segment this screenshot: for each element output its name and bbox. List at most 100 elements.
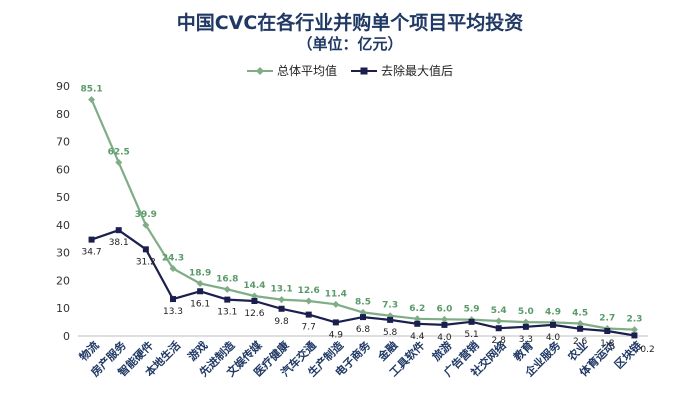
point-excluded <box>387 316 394 323</box>
data-label-excluded: 4.0 <box>437 333 452 343</box>
legend-swatch-excluded <box>351 67 377 74</box>
point-total <box>115 158 123 166</box>
data-label-excluded: 34.7 <box>82 248 102 258</box>
point-excluded <box>224 296 231 303</box>
point-excluded <box>414 320 421 327</box>
legend: 总体平均值 去除最大值后 <box>0 62 700 79</box>
data-label-total: 7.3 <box>382 301 398 311</box>
point-excluded <box>577 325 584 332</box>
legend-label-excluded: 去除最大值后 <box>381 64 454 78</box>
data-label-excluded: 4.0 <box>546 333 561 343</box>
data-label-total: 14.4 <box>243 281 265 291</box>
point-total <box>223 285 231 293</box>
data-label-total: 6.2 <box>409 304 425 314</box>
data-label-total: 18.9 <box>189 269 211 279</box>
data-label-excluded: 5.8 <box>383 328 398 338</box>
legend-swatch-total <box>246 66 273 75</box>
y-tick-label: 30 <box>56 247 70 260</box>
data-label-total: 2.3 <box>626 315 642 325</box>
point-excluded <box>251 298 258 304</box>
legend-item-excluded: 去除最大值后 <box>351 62 453 79</box>
point-excluded <box>604 328 611 334</box>
point-excluded <box>170 296 176 303</box>
y-tick-label: 40 <box>56 219 70 232</box>
data-label-total: 16.8 <box>216 274 238 284</box>
data-label-total: 2.7 <box>599 314 615 324</box>
point-total <box>413 315 421 323</box>
legend-item-total: 总体平均值 <box>246 62 337 79</box>
data-label-excluded: 2.6 <box>573 337 588 347</box>
data-label-total: 39.9 <box>135 210 157 220</box>
y-tick-label: 80 <box>56 108 70 121</box>
y-tick-label: 60 <box>56 163 70 176</box>
legend-label-total: 总体平均值 <box>276 64 337 78</box>
data-label-excluded: 6.8 <box>356 325 371 335</box>
data-label-excluded: 38.1 <box>109 238 129 248</box>
data-label-total: 8.5 <box>355 297 371 307</box>
point-total <box>142 221 150 229</box>
y-tick-label: 0 <box>63 330 70 343</box>
point-total <box>88 96 96 104</box>
point-total <box>169 265 177 272</box>
data-label-excluded: 16.1 <box>190 299 210 309</box>
point-total <box>332 300 340 308</box>
data-label-excluded: 13.1 <box>217 308 237 318</box>
y-tick-label: 10 <box>56 302 70 315</box>
data-label-excluded: 31.2 <box>136 257 156 267</box>
point-total <box>278 296 286 304</box>
point-total <box>576 320 584 327</box>
point-total <box>250 292 258 300</box>
point-excluded <box>305 311 312 318</box>
chart-title: 中国CVC在各行业并购单个项目平均投资 <box>176 12 524 34</box>
point-total <box>305 297 313 305</box>
data-label-excluded: 0.2 <box>640 345 654 355</box>
point-excluded <box>522 323 529 330</box>
data-label-total: 85.1 <box>80 85 102 95</box>
data-label-total: 11.4 <box>325 289 347 299</box>
data-label-total: 24.3 <box>162 254 184 264</box>
point-excluded <box>142 246 149 253</box>
y-tick-label: 50 <box>56 191 70 204</box>
point-total <box>440 315 448 323</box>
data-label-total: 5.4 <box>491 306 507 316</box>
data-label-excluded: 9.8 <box>274 317 289 327</box>
data-label-excluded: 5.1 <box>464 330 478 340</box>
point-excluded <box>278 305 285 312</box>
series-line-total <box>90 99 635 331</box>
point-excluded <box>495 325 502 332</box>
y-tick-label: 70 <box>56 136 70 149</box>
point-excluded <box>115 227 122 234</box>
data-label-total: 4.5 <box>572 309 588 319</box>
point-total <box>495 317 503 325</box>
chart-subtitle: （单位：亿元） <box>297 35 403 53</box>
y-tick-label: 20 <box>56 274 70 287</box>
point-excluded <box>360 314 366 321</box>
data-label-total: 13.1 <box>270 285 292 295</box>
data-label-excluded: 3.3 <box>519 335 533 345</box>
data-label-excluded: 13.3 <box>163 307 183 317</box>
data-label-excluded: 1.8 <box>600 339 615 349</box>
point-total <box>196 280 204 287</box>
data-label-excluded: 7.7 <box>302 323 316 333</box>
data-label-excluded: 2.8 <box>492 336 507 346</box>
point-excluded <box>631 332 638 339</box>
point-excluded <box>88 236 95 243</box>
data-label-total: 4.9 <box>545 307 561 317</box>
data-label-excluded: 4.9 <box>329 330 344 340</box>
data-label-excluded: 12.6 <box>244 309 264 319</box>
point-excluded <box>332 319 339 326</box>
data-label-total: 62.5 <box>108 147 130 157</box>
point-total <box>630 326 638 334</box>
data-label-total: 5.9 <box>464 305 480 315</box>
point-excluded <box>550 321 556 328</box>
data-label-total: 12.6 <box>298 286 320 296</box>
point-excluded <box>468 318 475 325</box>
data-label-total: 5.0 <box>518 307 534 317</box>
data-label-excluded: 4.4 <box>410 332 425 342</box>
data-label-total: 6.0 <box>436 304 452 314</box>
point-excluded <box>197 288 204 295</box>
y-tick-label: 90 <box>56 80 70 93</box>
point-excluded <box>441 321 448 328</box>
